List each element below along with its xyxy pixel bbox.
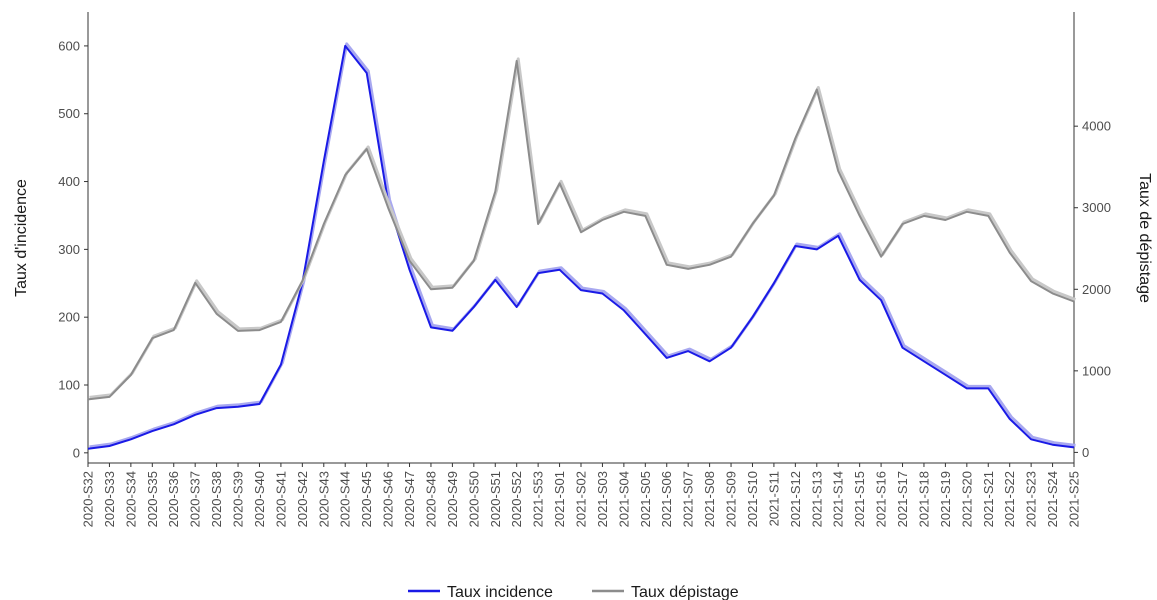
x-tick-label: 2021-S07 [681,471,696,527]
x-tick-label: 2020-S35 [145,471,160,527]
x-tick-label: 2021-S53 [531,471,546,527]
x-tick-label: 2021-S20 [959,471,974,527]
series-incidence-line [87,44,1075,450]
x-tick-label: 2020-S40 [252,471,267,527]
x-tick-label: 2021-S12 [788,471,803,527]
right-y-tick-labels: 0 1000 2000 3000 4000 [1082,119,1111,460]
left-y-tick-label: 400 [58,174,80,189]
left-y-tick-label: 0 [73,445,80,460]
x-tick-label: 2020-S44 [338,471,353,527]
x-tick-label: 2021-S15 [852,471,867,527]
x-tick-label: 2020-S47 [402,471,417,527]
left-y-tick-label: 600 [58,38,80,53]
left-y-tick-labels: 0 100 200 300 400 500 600 [58,38,80,460]
x-tick-label: 2020-S38 [209,471,224,527]
x-tick-label: 2021-S02 [574,471,589,527]
x-tick-label: 2021-S18 [916,471,931,527]
x-tick-label: 2021-S23 [1024,471,1039,527]
x-tick-label: 2021-S10 [745,471,760,527]
x-tick-label: 2021-S16 [874,471,889,527]
legend-label-depistage: Taux dépistage [631,584,739,600]
right-y-tick-label: 1000 [1082,363,1111,378]
right-axis-title: Taux de dépistage [1136,173,1153,303]
x-tick-label: 2020-S33 [102,471,117,527]
right-y-tick-label: 4000 [1082,119,1111,134]
x-tick-label: 2020-S46 [381,471,396,527]
x-tick-label: 2020-S51 [488,471,503,527]
x-tick-label: 2021-S06 [659,471,674,527]
x-tick-label: 2021-S19 [938,471,953,527]
x-tick-label: 2020-S32 [81,471,96,527]
series-lines [87,42,1077,450]
series-depistage-line [87,59,1075,401]
x-tick-label: 2021-S01 [552,471,567,527]
legend-label-incidence: Taux incidence [447,584,553,600]
x-tick-labels: 2020-S32 2020-S33 2020-S34 2020-S35 2020-S36… [81,471,1082,527]
x-tick-label: 2020-S50 [466,471,481,527]
x-tick-label: 2021-S14 [831,471,846,527]
x-tick-label: 2021-S21 [981,471,996,527]
series-incidence-shadow-line [89,42,1076,449]
left-y-tick-label: 200 [58,310,80,325]
x-tick-label: 2021-S05 [638,471,653,527]
legend: Taux incidence Taux dépistage [408,584,739,600]
x-tick-label: 2021-S11 [766,471,781,526]
x-tick-label: 2020-S52 [509,471,524,527]
x-tick-label: 2021-S24 [1045,471,1060,527]
x-tick-label: 2020-S43 [316,471,331,527]
x-tick-label: 2021-S04 [616,471,631,527]
left-y-tick-label: 100 [58,378,80,393]
series-depistage-shadow-line [89,57,1077,399]
x-tick-label: 2020-S49 [445,471,460,527]
x-tick-label: 2020-S45 [359,471,374,527]
x-tick-label: 2020-S34 [123,471,138,527]
x-tick-label: 2020-S48 [423,471,438,527]
x-tick-label: 2021-S09 [724,471,739,527]
right-y-tick-label: 0 [1082,445,1089,460]
left-y-tick-label: 300 [58,242,80,257]
left-axis-title: Taux d'incidence [13,179,30,297]
x-tick-label: 2021-S03 [595,471,610,527]
x-tick-label: 2021-S13 [809,471,824,527]
right-y-tick-label: 3000 [1082,200,1111,215]
x-tick-label: 2021-S22 [1002,471,1017,527]
x-tick-label: 2020-S42 [295,471,310,527]
x-tick-label: 2021-S25 [1067,471,1082,527]
right-y-tick-label: 2000 [1082,282,1111,297]
left-y-tick-label: 500 [58,106,80,121]
x-tick-label: 2021-S08 [702,471,717,527]
axes [84,12,1078,467]
x-tick-label: 2020-S36 [166,471,181,527]
x-tick-label: 2020-S41 [273,471,288,527]
x-tick-label: 2021-S17 [895,471,910,527]
x-tick-label: 2020-S37 [188,471,203,527]
x-tick-label: 2020-S39 [231,471,246,527]
